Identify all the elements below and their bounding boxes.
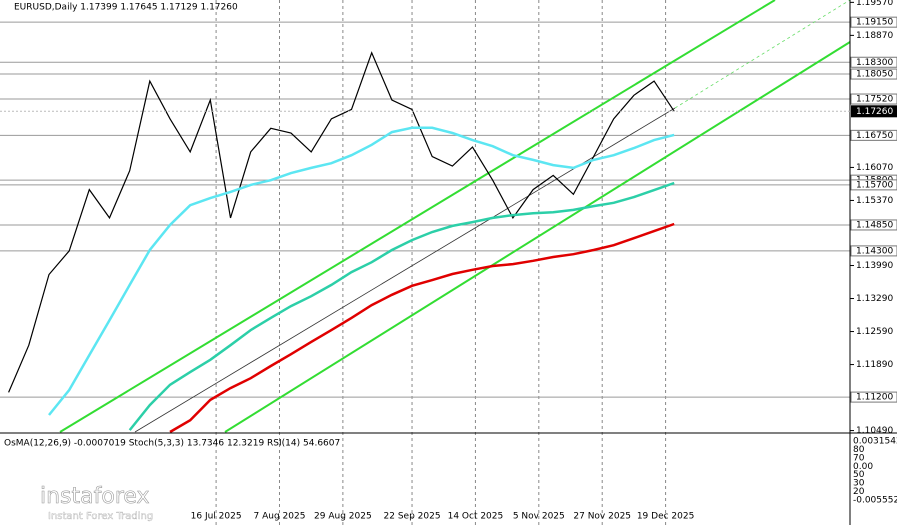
x-tick-label: 14 Oct 2025	[448, 512, 504, 522]
indicator-title: OsMA(12,26,9) -0.0007019 Stoch(5,3,3) 13…	[4, 439, 340, 449]
level-tag	[850, 245, 897, 257]
level-label: 1.14300	[856, 246, 893, 256]
y-tick-label: 1.13290	[856, 294, 893, 304]
indicator-scale-label: 20	[853, 487, 865, 497]
x-tick-label: 22 Sep 2025	[384, 512, 441, 522]
series-line	[8, 51, 675, 393]
logo-name: instaforex	[40, 484, 150, 509]
logo-icon	[6, 484, 38, 516]
x-tick-label: 16 Jul 2025	[191, 512, 242, 522]
level-label: 1.15700	[856, 180, 893, 190]
x-tick-label: 19 Dec 2025	[637, 512, 695, 522]
level-tag	[850, 129, 897, 141]
indicator-scale-label: 50	[853, 470, 865, 480]
level-label: 1.18050	[856, 70, 893, 80]
indicator-scale-label: 0.0031542	[853, 437, 897, 447]
channel-lower	[224, 41, 851, 433]
level-tag	[850, 93, 897, 105]
level-tag	[850, 56, 897, 68]
level-tag	[850, 179, 897, 191]
indicator-scale-label: 30	[853, 479, 865, 489]
y-tick-label: 1.15370	[856, 196, 893, 206]
x-tick-label: 7 Aug 2025	[254, 512, 306, 522]
y-tick-label: 1.13990	[856, 261, 893, 271]
y-tick-label: 1.12590	[856, 327, 893, 337]
indicator-scale-label: -0.005552	[853, 496, 897, 506]
series-line	[169, 222, 675, 434]
series	[8, 51, 675, 434]
last-price-tag	[851, 105, 897, 118]
x-tick-label: 29 Aug 2025	[314, 512, 372, 522]
chart-title: EURUSD,Daily 1.17399 1.17645 1.17129 1.1…	[14, 3, 238, 13]
x-tick-label: 27 Nov 2025	[573, 512, 631, 522]
level-label: 1.14850	[856, 220, 893, 230]
series-line	[128, 181, 675, 431]
level-label: 1.19150	[856, 18, 893, 28]
x-tick-label: 5 Nov 2025	[513, 512, 565, 522]
level-tag	[850, 391, 897, 403]
indicator-scale-label: 80	[853, 445, 865, 455]
level-label: 1.11200	[856, 393, 893, 403]
y-tick-label: 1.18870	[856, 31, 893, 41]
channel-extension	[674, 0, 851, 109]
indicator-scale-label: 0.00	[853, 462, 873, 472]
indicator-scale-label: 70	[853, 453, 865, 463]
level-tag	[850, 68, 897, 80]
logo-tagline: Instant Forex Trading	[48, 511, 153, 522]
last-price-label: 1.17260	[856, 107, 893, 117]
level-tag	[850, 219, 897, 231]
logo: instaforex Instant Forex Trading	[6, 484, 153, 522]
level-label: 1.18300	[856, 58, 893, 68]
level-tag	[850, 16, 897, 28]
y-tick-label: 1.19570	[856, 0, 893, 8]
y-tick-label: 1.10490	[856, 426, 893, 436]
levels	[0, 21, 850, 398]
channel-upper	[59, 0, 776, 433]
series-line	[48, 126, 675, 416]
y-tick-label: 1.16070	[856, 163, 893, 173]
y-tick-label: 1.11890	[856, 360, 893, 370]
level-label: 1.16750	[856, 131, 893, 141]
level-label: 1.17520	[856, 95, 893, 105]
